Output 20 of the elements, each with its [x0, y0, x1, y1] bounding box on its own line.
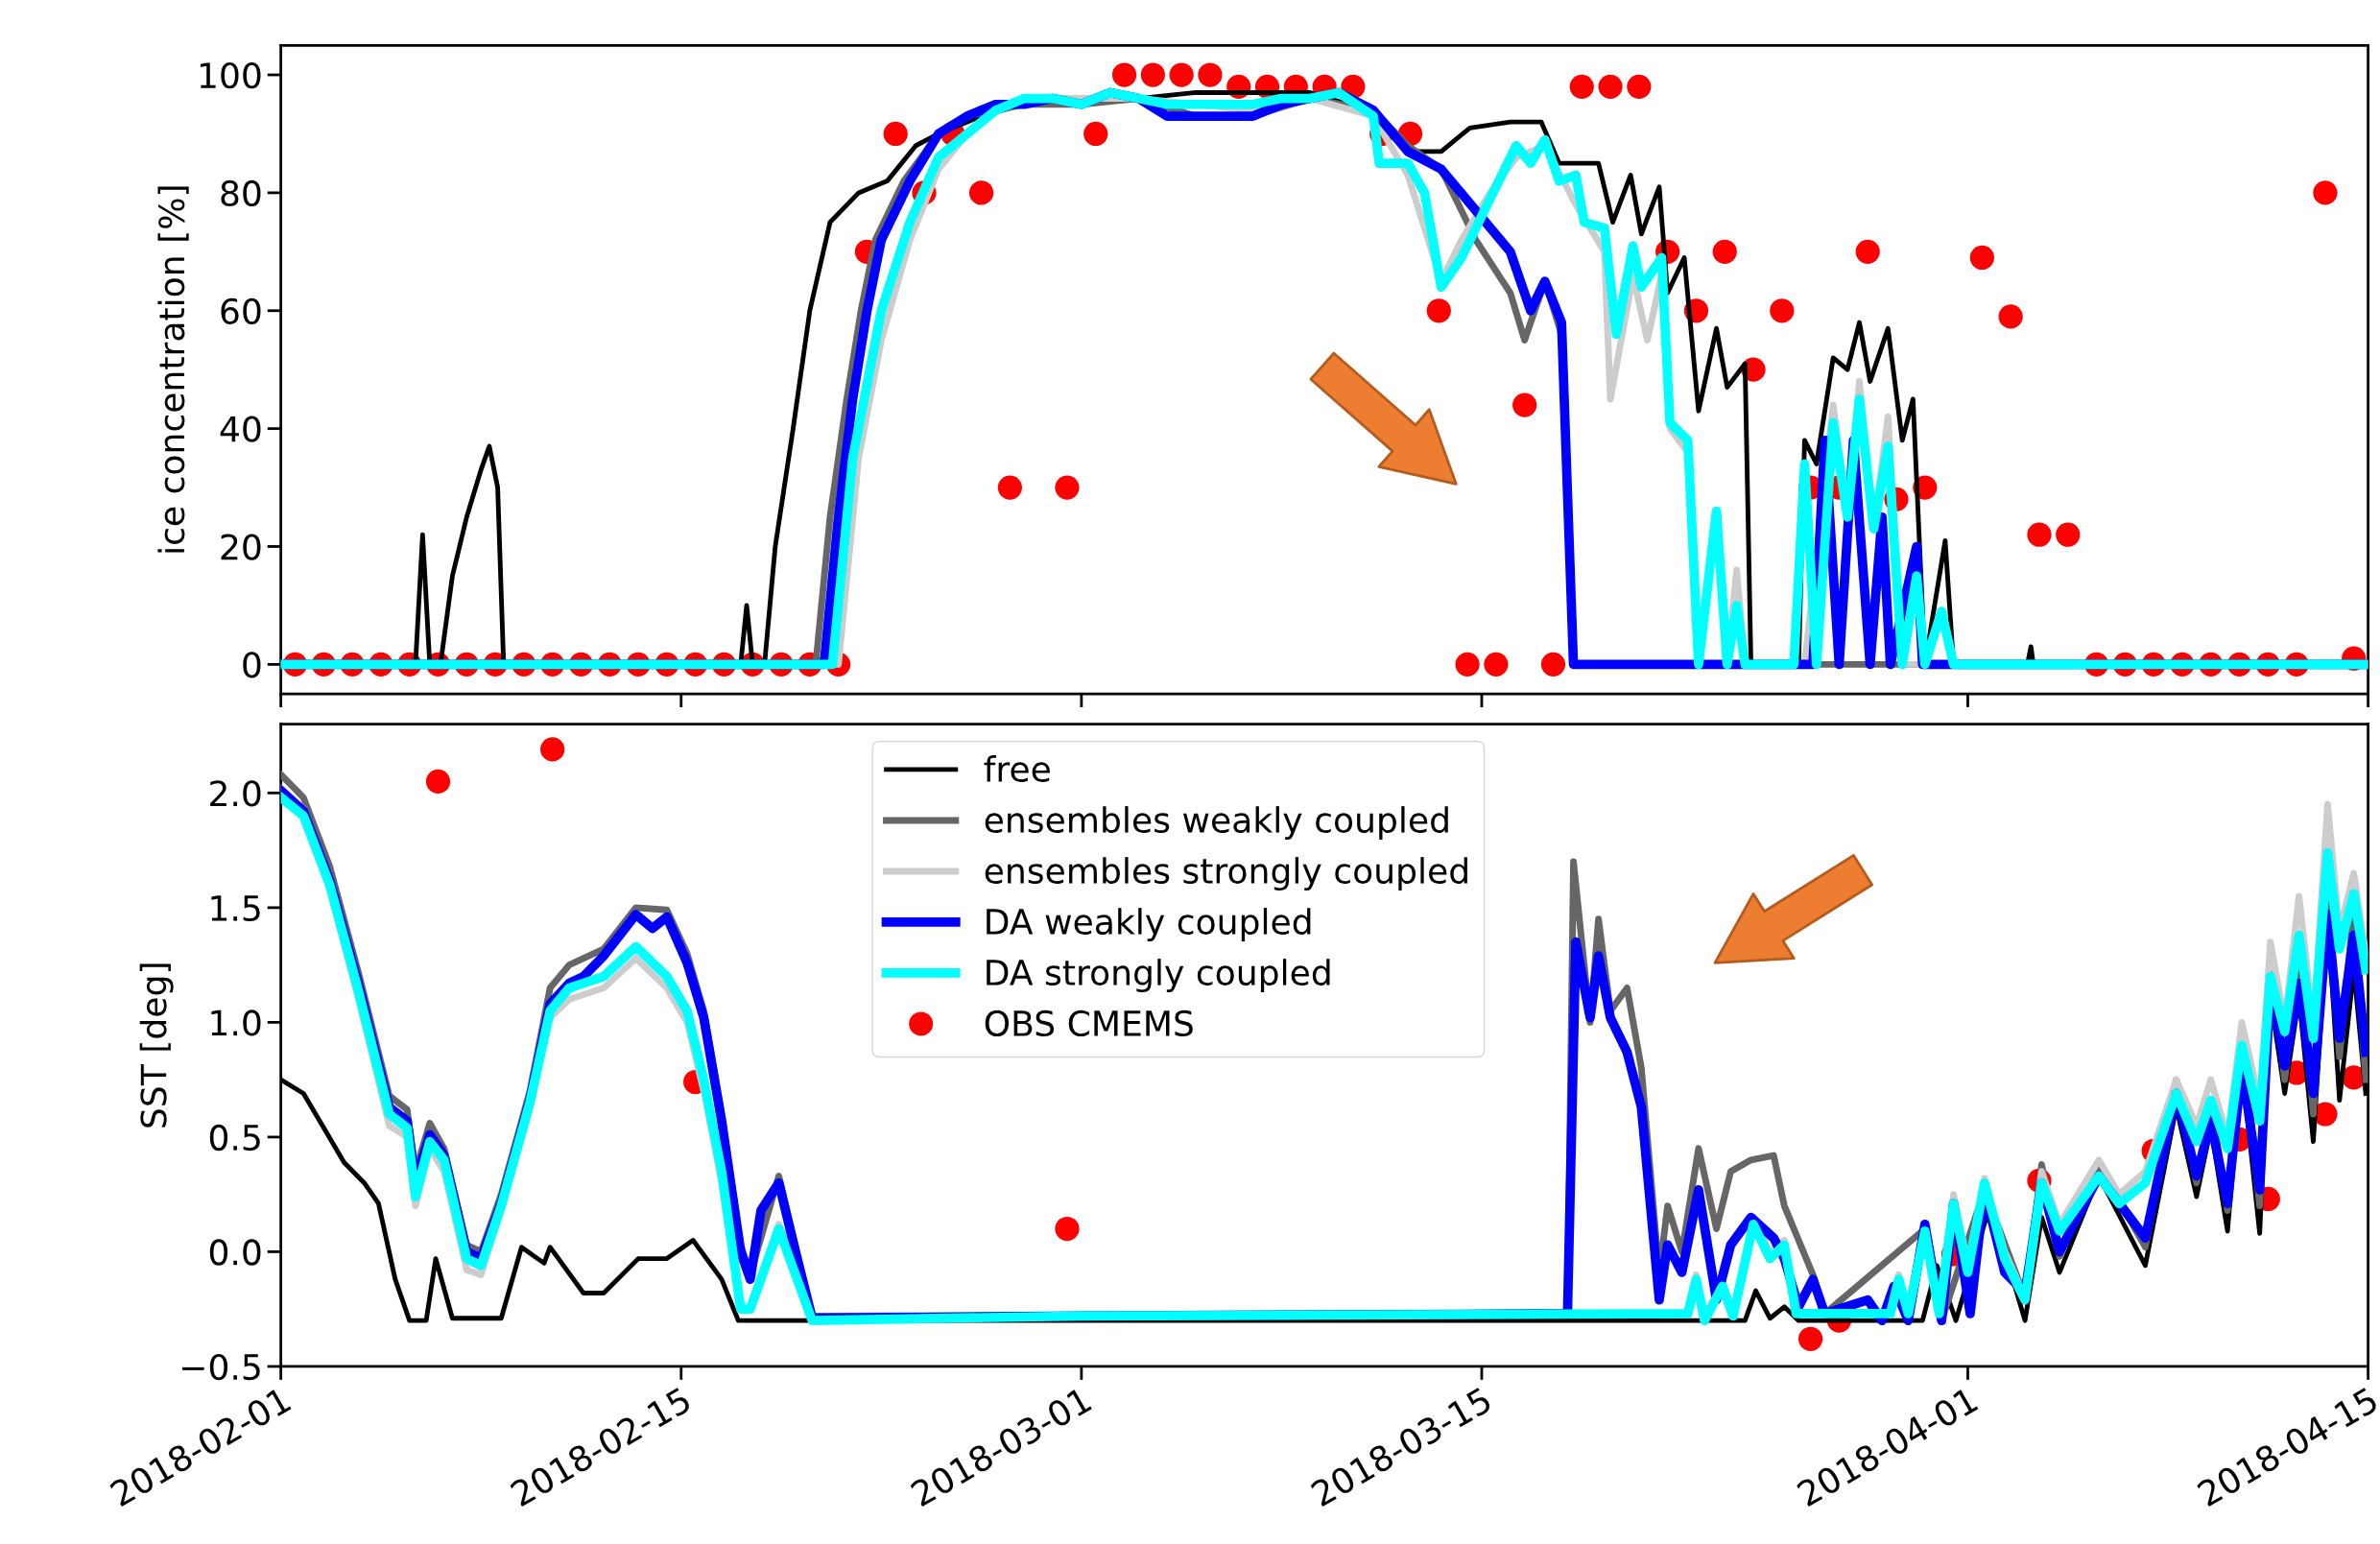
y-axis-title: SST [deg]	[139, 963, 174, 1128]
legend-label: DA strongly coupled	[987, 959, 1330, 993]
legend-label: DA weakly coupled	[987, 908, 1311, 942]
legend-label: ensembles weakly coupled	[985, 806, 1448, 841]
y-tick-label: −0.5	[182, 1353, 260, 1381]
y-tick-label: 100	[200, 61, 261, 89]
y-tick-label: 0	[243, 652, 261, 678]
y-tick-label: 1.0	[211, 1010, 261, 1036]
y-tick-label: 20	[221, 534, 261, 560]
y-tick-label: 0.0	[209, 1239, 261, 1266]
y-tick-label: 2.0	[210, 780, 261, 807]
y-tick-label: 60	[221, 297, 261, 324]
y-tick-label: 80	[221, 179, 261, 207]
y-tick-label: 1.5	[211, 895, 260, 922]
y-axis-title: ice concentration [%]	[157, 186, 189, 553]
y-tick-label: 0.5	[209, 1124, 260, 1152]
legend-label: OBS CMEMS	[985, 1010, 1193, 1037]
y-tick-label: 40	[220, 416, 261, 442]
legend-label: free	[984, 755, 1050, 783]
legend-label: ensembles strongly coupled	[985, 857, 1467, 891]
